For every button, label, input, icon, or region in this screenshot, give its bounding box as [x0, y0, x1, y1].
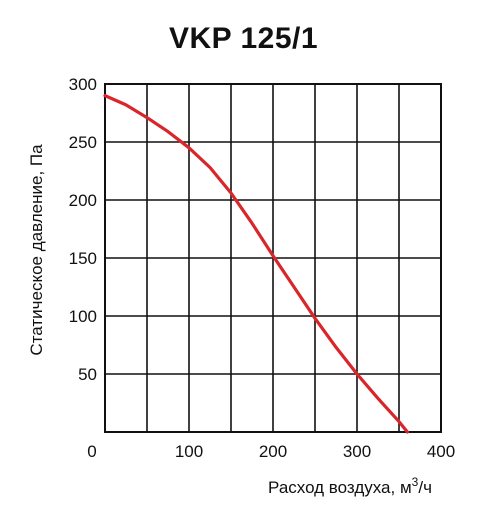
x-axis-label: Расход воздуха, м3/ч: [268, 475, 432, 497]
y-tick-label: 50: [78, 365, 97, 384]
x-tick-label: 100: [175, 442, 203, 461]
x-tick-label: 0: [87, 442, 96, 461]
y-tick-label: 300: [69, 75, 97, 94]
y-axis-ticks: 50 100 150 200 250 300: [69, 75, 97, 384]
x-tick-label: 400: [427, 442, 455, 461]
y-tick-label: 100: [69, 307, 97, 326]
series-line: [103, 93, 409, 434]
y-tick-label: 150: [69, 249, 97, 268]
x-tick-label: 300: [343, 442, 371, 461]
plot-frame: [104, 83, 442, 433]
series-layer: [103, 93, 409, 434]
chart-title: VKP 125/1: [168, 22, 319, 55]
x-tick-label: 200: [259, 442, 287, 461]
y-axis-label: Статическое давление, Па: [27, 144, 46, 356]
y-tick-label: 200: [69, 191, 97, 210]
x-axis-ticks: 0 100 200 300 400: [87, 442, 455, 461]
y-tick-label: 250: [69, 133, 97, 152]
